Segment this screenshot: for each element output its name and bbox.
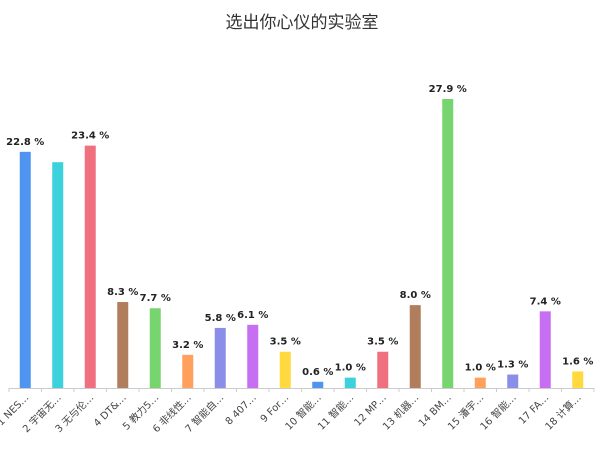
bar: [344, 377, 356, 388]
data-label: 3.2 %: [172, 340, 203, 351]
data-label: 0.6 %: [302, 367, 333, 378]
data-label: 8.0 %: [400, 290, 431, 301]
data-label: 1.3 %: [497, 360, 528, 371]
bar: [377, 351, 389, 388]
bar: [507, 374, 519, 388]
data-label: 1.0 %: [335, 363, 366, 374]
bar: [214, 327, 226, 388]
x-tick-label: 8 407…: [224, 392, 259, 427]
data-label: 8.3 %: [107, 287, 138, 298]
bar: [572, 371, 584, 388]
bar: [117, 302, 129, 388]
bar: [52, 162, 64, 388]
data-label: 1.6 %: [562, 356, 593, 367]
bar: [474, 377, 486, 388]
data-label: 22.8 %: [6, 137, 44, 148]
bar: [279, 351, 291, 388]
bar: [149, 308, 161, 388]
bar: [312, 381, 324, 388]
bar: [442, 99, 454, 388]
x-tick-label: 11 智能…: [315, 391, 357, 433]
data-label: 5.8 %: [205, 313, 236, 324]
x-tick-label: 18 计算…: [542, 391, 584, 433]
chart-title: 选出你心仪的实验室: [225, 13, 379, 33]
data-label: 7.4 %: [530, 296, 561, 307]
bar: [247, 324, 259, 388]
data-label: 23.4 %: [71, 131, 109, 142]
data-label: 27.9 %: [429, 84, 467, 95]
data-label: 6.1 %: [237, 310, 268, 321]
bar: [182, 354, 194, 388]
bar: [84, 145, 96, 388]
bar: [19, 151, 31, 388]
x-tick-label: 13 机器…: [380, 391, 422, 433]
data-label: 3.5 %: [367, 337, 398, 348]
data-label: 3.5 %: [270, 337, 301, 348]
x-tick-label: 16 智能…: [477, 391, 519, 433]
data-label: 1.0 %: [465, 363, 496, 374]
bar: [539, 311, 551, 388]
data-label: 7.7 %: [140, 293, 171, 304]
x-tick-label: 9 For…: [259, 392, 292, 425]
bar: [409, 305, 421, 388]
